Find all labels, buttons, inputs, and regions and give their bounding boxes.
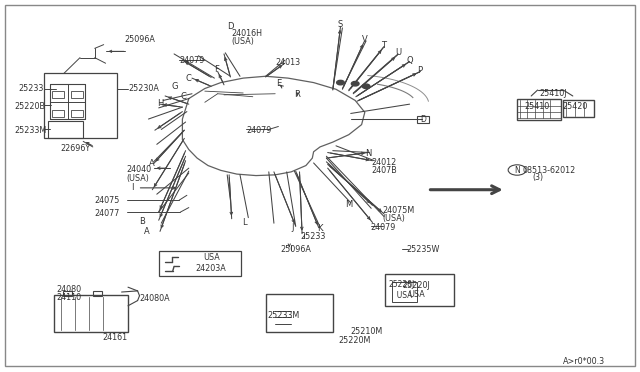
Text: L: L <box>242 218 246 227</box>
Bar <box>392 282 417 302</box>
Text: 25096A: 25096A <box>125 35 156 44</box>
Text: USA: USA <box>408 290 425 299</box>
Bar <box>71 91 83 98</box>
Bar <box>52 91 64 98</box>
Text: 24203A: 24203A <box>195 264 226 273</box>
Bar <box>266 294 333 332</box>
Text: (USA): (USA) <box>127 174 150 183</box>
Bar <box>93 291 102 296</box>
Text: (USA): (USA) <box>232 37 255 46</box>
Circle shape <box>337 80 344 85</box>
Bar <box>385 274 454 306</box>
Text: 25233: 25233 <box>301 232 326 241</box>
Text: 25230A: 25230A <box>128 84 159 93</box>
Text: 25420: 25420 <box>562 102 588 110</box>
Bar <box>159 251 241 276</box>
Circle shape <box>351 81 359 86</box>
Text: J: J <box>291 223 294 232</box>
Text: 24080A: 24080A <box>140 294 170 303</box>
Text: 25220B: 25220B <box>14 102 45 110</box>
Text: A: A <box>144 227 150 236</box>
Text: F: F <box>214 65 220 74</box>
Text: 25233M: 25233M <box>14 126 46 135</box>
Text: 24075M: 24075M <box>382 206 414 215</box>
Text: S: S <box>337 20 342 29</box>
Text: E: E <box>276 79 282 88</box>
Text: 25235W: 25235W <box>406 246 440 254</box>
Bar <box>68 84 85 102</box>
Text: K: K <box>317 224 323 233</box>
Text: 24016H: 24016H <box>232 29 262 38</box>
Text: 24013: 24013 <box>275 58 300 67</box>
Text: 25096A: 25096A <box>280 246 311 254</box>
Bar <box>52 110 64 117</box>
Bar <box>50 84 85 119</box>
Bar <box>63 291 72 296</box>
Bar <box>563 100 594 117</box>
Text: D: D <box>227 22 234 31</box>
Text: A>r0*00.3: A>r0*00.3 <box>563 357 605 366</box>
Bar <box>517 99 561 120</box>
Text: 2407B: 2407B <box>371 166 397 175</box>
Text: 25220J: 25220J <box>402 281 429 290</box>
Text: A: A <box>148 159 154 168</box>
Text: USA: USA <box>204 253 220 262</box>
Text: P: P <box>417 66 422 75</box>
Text: 25210M: 25210M <box>351 327 383 336</box>
Text: 24079: 24079 <box>179 56 205 65</box>
Bar <box>50 102 68 119</box>
Text: Q: Q <box>406 56 413 65</box>
Text: N: N <box>515 166 520 174</box>
Text: R: R <box>294 90 300 99</box>
Bar <box>44 73 117 138</box>
Bar <box>54 295 128 332</box>
Text: 25410: 25410 <box>525 102 550 110</box>
Text: 25233: 25233 <box>18 84 44 93</box>
Text: N: N <box>365 149 371 158</box>
Text: (USA): (USA) <box>382 214 405 223</box>
Text: 24110: 24110 <box>56 293 81 302</box>
Text: 25220M: 25220M <box>338 336 371 345</box>
Text: 08513-62012: 08513-62012 <box>523 166 576 174</box>
Text: V: V <box>362 35 367 44</box>
Bar <box>50 84 68 102</box>
Text: 24161: 24161 <box>102 333 127 342</box>
Text: 25220J
  USA: 25220J USA <box>388 280 415 300</box>
Text: 24080: 24080 <box>56 285 81 294</box>
Circle shape <box>362 84 370 89</box>
Bar <box>68 102 85 119</box>
Text: D: D <box>420 115 426 124</box>
Text: I: I <box>131 183 134 192</box>
Text: H: H <box>157 99 163 108</box>
Text: B: B <box>140 217 145 226</box>
Text: 25410J: 25410J <box>539 89 566 98</box>
Text: 24075: 24075 <box>95 196 120 205</box>
Text: G: G <box>172 82 178 91</box>
Bar <box>417 116 429 123</box>
Text: 24040: 24040 <box>127 165 152 174</box>
Bar <box>48 121 83 138</box>
Text: 24079: 24079 <box>246 126 272 135</box>
Text: 22696Y: 22696Y <box>61 144 91 153</box>
Text: 25233M: 25233M <box>268 311 300 320</box>
Text: 24012: 24012 <box>371 158 396 167</box>
Text: C: C <box>186 74 191 83</box>
Text: (3): (3) <box>532 173 543 182</box>
Text: C: C <box>180 92 186 101</box>
Bar <box>71 110 83 117</box>
Text: U: U <box>395 48 401 57</box>
Text: 24077: 24077 <box>95 209 120 218</box>
Text: M: M <box>346 200 353 209</box>
Text: T: T <box>381 41 386 50</box>
Text: 24079: 24079 <box>370 223 396 232</box>
